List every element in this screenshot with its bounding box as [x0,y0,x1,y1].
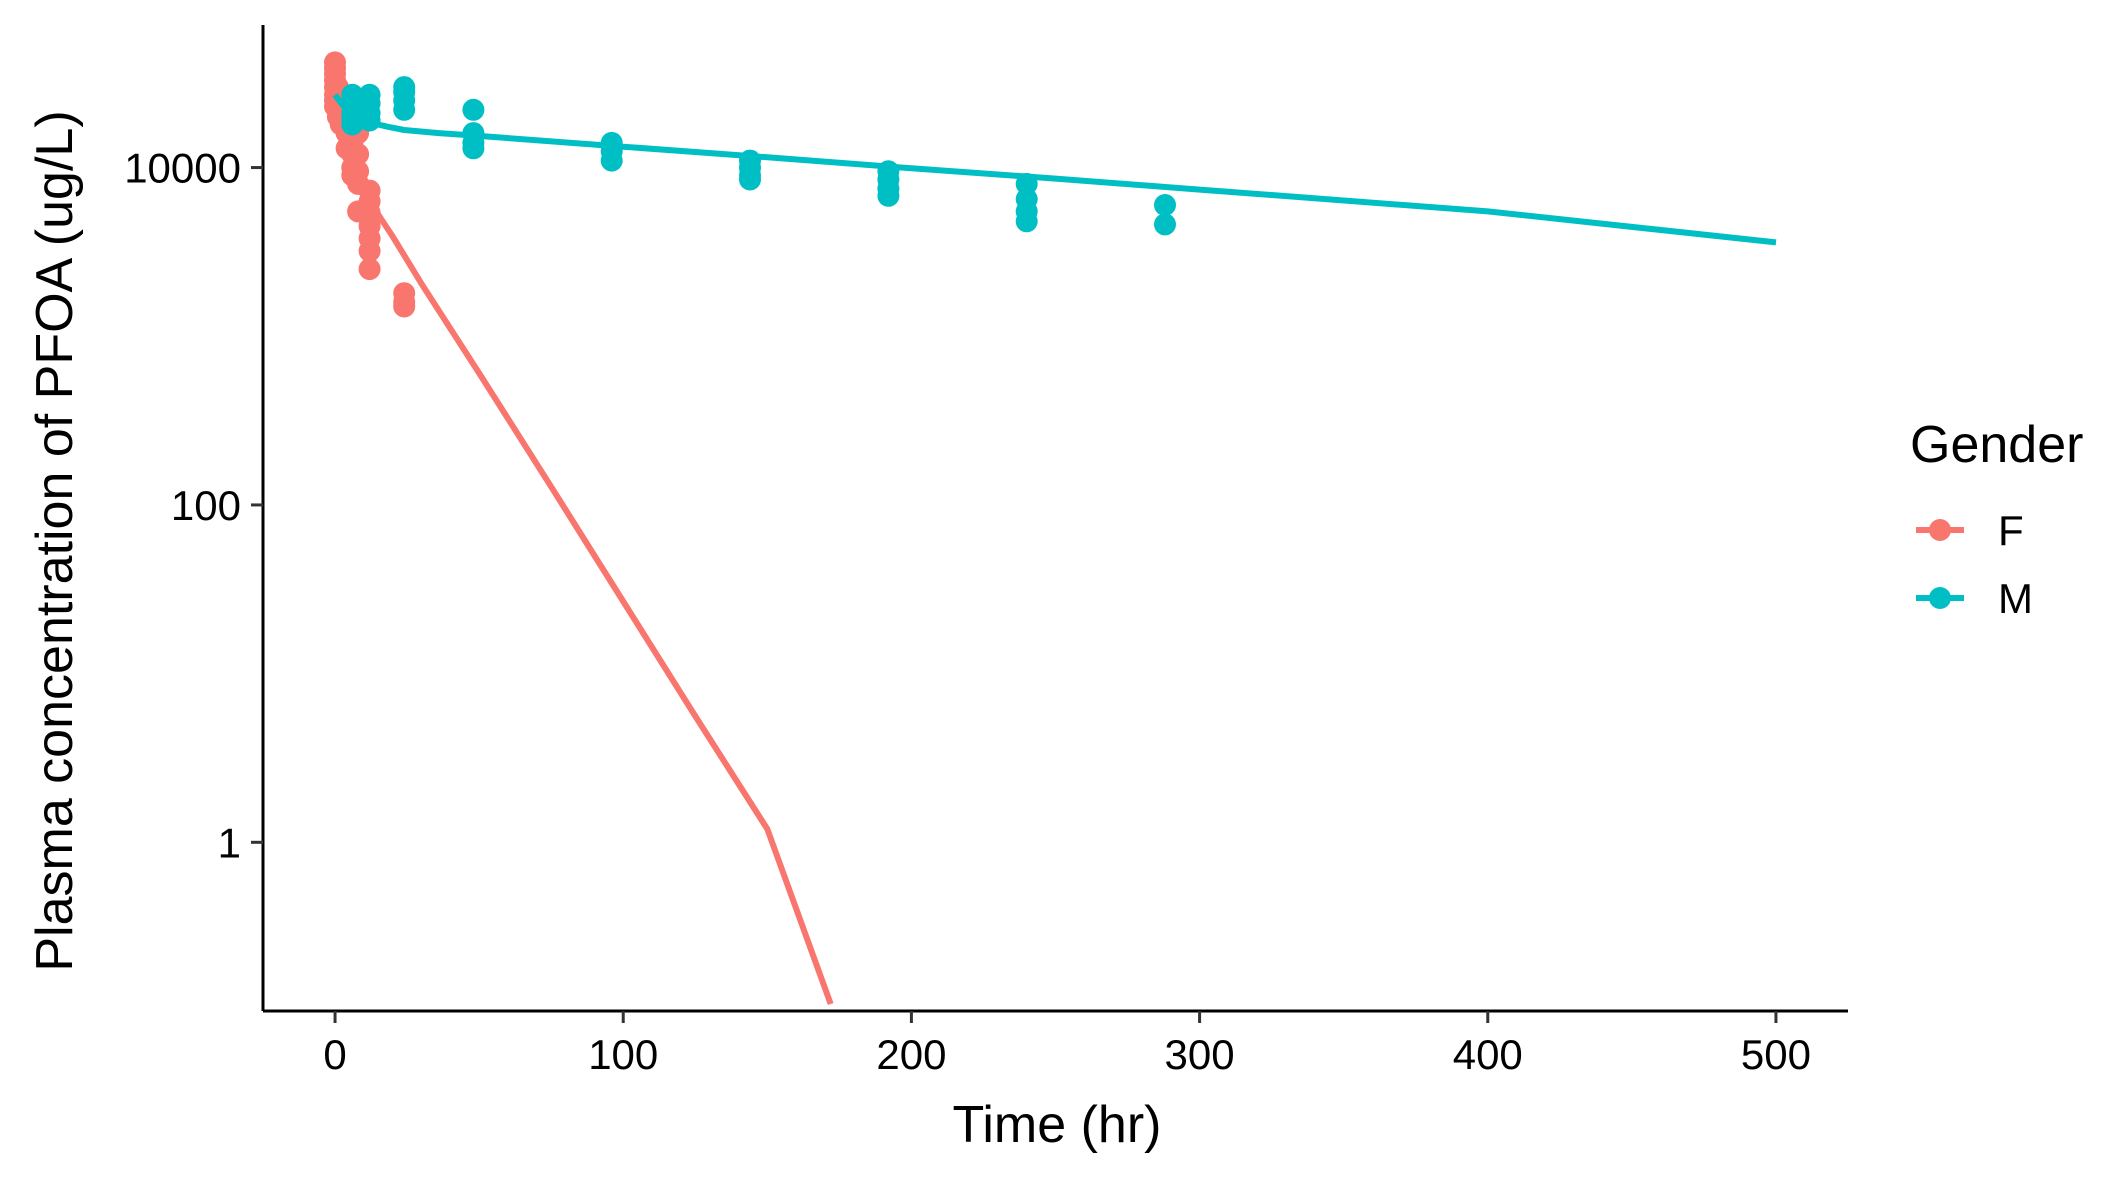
series-m-point [462,98,485,121]
legend-key-m-point [1929,587,1951,609]
series-m-point [393,98,416,121]
series-m-point [1015,210,1038,233]
x-tick-label: 100 [588,1031,658,1078]
series-m-point [462,137,485,160]
series-f-point [358,240,381,262]
x-axis-title: Time (hr) [953,1096,1162,1154]
ticks: 0 100 200 300 400 500 1 100 10000 [124,145,1811,1078]
series-m-point [358,109,381,132]
y-tick-label: 1 [218,819,241,866]
series-m-fit-line [332,93,1777,246]
legend-key-f-point [1929,519,1951,541]
x-tick-label: 300 [1165,1031,1235,1078]
plot-area [324,51,1777,1006]
series-m-point [1154,194,1176,216]
axes [261,25,1848,1013]
y-tick-label: 10000 [124,145,241,192]
series-f-point [358,258,381,281]
series-m-point [600,149,623,172]
x-tick-label: 200 [876,1031,946,1078]
series-m-point [341,113,364,136]
legend: Gender FM [1910,416,2083,622]
y-axis-title: Plasma concentration of PFOA (ug/L) [26,110,84,971]
y-tick-label: 100 [171,482,241,529]
x-tick-label: 0 [323,1031,346,1078]
series-m-point [739,168,761,191]
legend-title: Gender [1910,416,2083,474]
legend-label-f: F [1998,507,2024,554]
series-m-point [1154,213,1176,236]
legend-label-m: M [1998,575,2033,622]
x-tick-label: 500 [1741,1031,1811,1078]
x-tick-label: 400 [1453,1031,1523,1078]
series-m-point [877,184,900,207]
series-m-point [1015,172,1038,195]
series-f-point [393,295,416,318]
series-f-fit-line [332,86,834,1006]
series-f-point [347,143,370,166]
